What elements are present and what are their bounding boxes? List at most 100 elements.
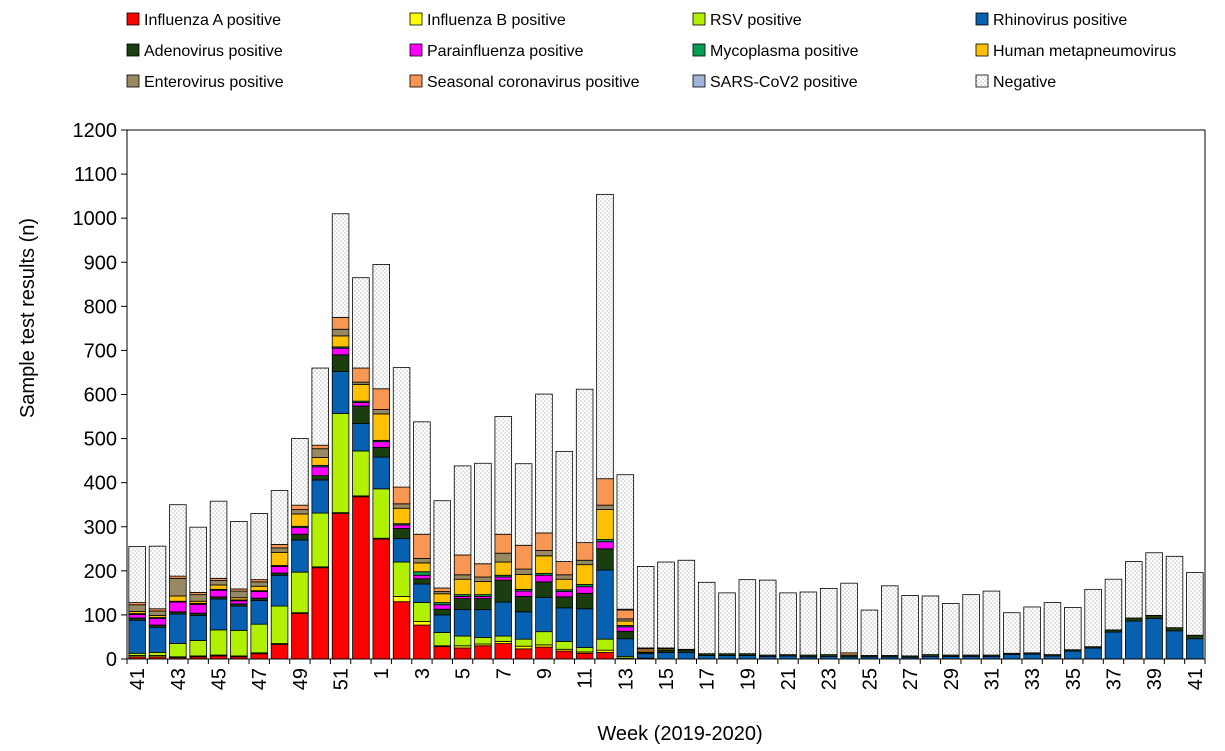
bar-parainfluenza-positive-19 [514, 590, 533, 597]
bar-parainfluenza-positive-0 [128, 614, 146, 619]
bar-negative-32 [779, 592, 797, 656]
y-tick-label: 100 [84, 605, 117, 627]
bar-rsv-positive-19 [514, 638, 533, 647]
bar-negative-46 [1064, 607, 1082, 651]
bar-negative-10 [331, 213, 350, 318]
x-tick-label: 41 [127, 668, 149, 690]
bar-rhinovirus-positive-11 [352, 423, 370, 452]
bar-enterovirus-positive-16 [453, 574, 472, 580]
bar-negative-14 [413, 421, 431, 535]
bar-influenza-b-positive-13 [392, 596, 411, 603]
bar-parainfluenza-positive-9 [311, 466, 329, 477]
bar-parainfluenza-positive-22 [575, 586, 594, 594]
x-tick-label: 47 [249, 668, 271, 690]
bar-seasonal-coronavirus-positive-17 [474, 563, 492, 578]
x-tick-label: 31 [981, 668, 1003, 690]
bar-rsv-positive-3 [189, 640, 207, 657]
x-tick-label: 7 [493, 668, 515, 679]
bar-negative-48 [1104, 578, 1123, 631]
bar-negative-2 [169, 504, 187, 577]
bar-influenza-a-positive-13 [392, 601, 411, 660]
bar-rsv-positive-22 [575, 647, 594, 653]
legend-label-adenovirus-positive: Adenovirus positive [144, 43, 283, 60]
bar-negative-44 [1023, 606, 1041, 654]
bar-negative-15 [433, 500, 452, 589]
bar-seasonal-coronavirus-positive-15 [433, 587, 452, 592]
bar-enterovirus-positive-13 [392, 503, 411, 509]
bar-human-metapneumovirus-18 [494, 561, 513, 576]
bar-enterovirus-positive-19 [514, 568, 533, 575]
bar-adenovirus-positive-16 [453, 598, 472, 611]
legend-label-rhinovirus-positive: Rhinovirus positive [993, 12, 1127, 29]
bar-influenza-a-positive-21 [555, 650, 574, 660]
x-tick-label: 9 [534, 668, 556, 679]
bar-negative-19 [514, 463, 533, 546]
y-tick-label: 600 [84, 385, 117, 407]
bar-rhinovirus-positive-0 [128, 619, 146, 654]
y-tick-label: 0 [106, 649, 117, 671]
bar-parainfluenza-positive-4 [209, 589, 228, 598]
bar-negative-30 [738, 579, 757, 655]
x-tick-label: 25 [859, 668, 881, 690]
bar-influenza-a-positive-23 [596, 651, 614, 660]
y-tick-label: 500 [84, 429, 117, 451]
bar-rhinovirus-positive-49 [1125, 620, 1143, 660]
bar-adenovirus-positive-12 [372, 446, 390, 458]
bar-rsv-positive-20 [535, 631, 553, 646]
x-tick-label: 43 [168, 668, 190, 690]
bar-human-metapneumovirus-11 [352, 383, 370, 402]
y-tick-label: 800 [84, 296, 117, 318]
bar-seasonal-coronavirus-positive-19 [514, 544, 533, 570]
bar-negative-39 [921, 595, 940, 655]
bar-seasonal-coronavirus-positive-11 [352, 367, 370, 383]
bar-adenovirus-positive-18 [494, 579, 513, 603]
x-tick-label: 49 [290, 668, 312, 690]
bar-negative-25 [636, 566, 655, 649]
bar-influenza-a-positive-7 [270, 644, 289, 660]
bar-adenovirus-positive-10 [331, 354, 350, 372]
bar-parainfluenza-positive-5 [230, 600, 248, 605]
bar-parainfluenza-positive-15 [433, 604, 452, 610]
bar-parainfluenza-positive-23 [596, 541, 614, 550]
bar-negative-38 [901, 595, 919, 657]
bar-adenovirus-positive-50 [1145, 614, 1163, 619]
bar-negative-43 [1003, 612, 1021, 654]
bar-negative-7 [270, 490, 289, 545]
bar-parainfluenza-positive-1 [148, 618, 167, 626]
bar-rhinovirus-positive-10 [331, 371, 350, 414]
x-tick-label: 45 [209, 668, 231, 690]
bar-negative-50 [1145, 552, 1163, 616]
bar-rhinovirus-positive-3 [189, 614, 207, 641]
bar-rhinovirus-positive-7 [270, 574, 289, 607]
bar-negative-34 [819, 588, 838, 655]
x-tick-label: 13 [615, 668, 637, 690]
bar-rsv-positive-7 [270, 605, 289, 644]
x-tick-label: 33 [1022, 668, 1044, 690]
bar-rsv-positive-13 [392, 561, 411, 597]
bar-adenovirus-positive-21 [555, 596, 574, 609]
bar-enterovirus-positive-20 [535, 550, 553, 557]
bar-rhinovirus-positive-44 [1023, 653, 1041, 660]
x-tick-label: 15 [656, 668, 678, 690]
bar-rhinovirus-positive-24 [616, 638, 635, 657]
bar-seasonal-coronavirus-positive-24 [616, 609, 635, 620]
bar-rhinovirus-positive-46 [1064, 650, 1082, 660]
bar-enterovirus-positive-9 [311, 448, 329, 458]
x-tick-label: 37 [1104, 668, 1126, 690]
bar-rhinovirus-positive-27 [677, 651, 696, 660]
bar-rhinovirus-positive-20 [535, 596, 553, 633]
bar-negative-52 [1186, 572, 1204, 636]
bar-seasonal-coronavirus-positive-13 [392, 486, 411, 505]
legend-swatch-seasonal-coronavirus-positive [409, 74, 423, 88]
x-tick-label: 5 [453, 668, 475, 679]
bar-human-metapneumovirus-13 [392, 507, 411, 525]
bar-seasonal-coronavirus-positive-21 [555, 561, 574, 576]
bar-human-metapneumovirus-22 [575, 564, 594, 585]
bar-human-metapneumovirus-2 [169, 595, 187, 602]
bar-seasonal-coronavirus-positive-12 [372, 388, 390, 410]
bar-negative-20 [535, 393, 553, 534]
bar-enterovirus-positive-8 [291, 509, 309, 515]
bar-rsv-positive-10 [331, 413, 350, 514]
bar-parainfluenza-positive-14 [413, 574, 431, 580]
x-tick-label: 3 [412, 668, 434, 679]
